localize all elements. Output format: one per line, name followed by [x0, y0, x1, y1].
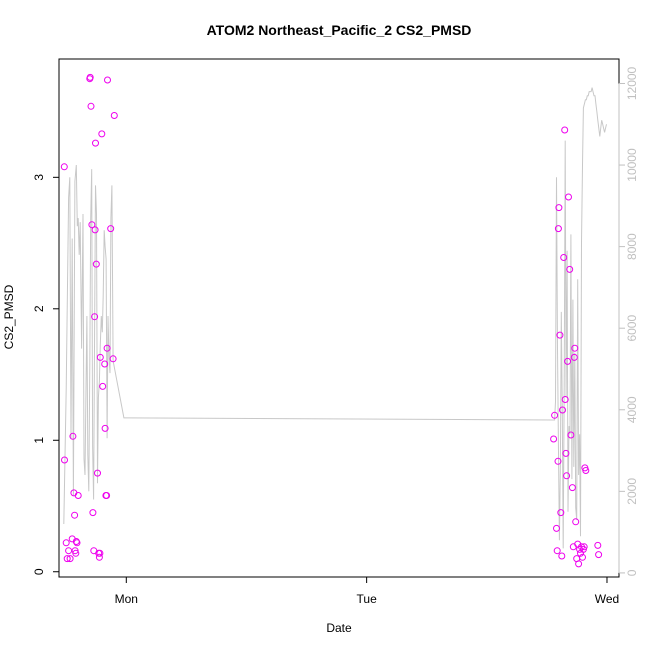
data-point [73, 539, 81, 547]
data-point [582, 467, 590, 474]
y-right-tick-label: 8000 [625, 233, 639, 260]
data-point [561, 396, 569, 403]
data-point [109, 355, 117, 363]
data-point [63, 555, 71, 563]
x-tick-label: Mon [115, 592, 138, 606]
line-layer [63, 87, 607, 549]
y-tick-label: 0 [32, 568, 46, 575]
data-point [556, 331, 564, 339]
data-point [91, 313, 99, 321]
data-point [564, 357, 572, 365]
data-point [568, 484, 576, 492]
data-point [74, 492, 82, 499]
data-point [110, 112, 118, 119]
data-point [554, 457, 562, 465]
data-point [69, 432, 77, 440]
data-point [103, 344, 111, 352]
y-axis-right: 0 2000 4000 6000 8000 10000 12000 [618, 66, 639, 576]
y-axis-left: 0 1 2 3 [32, 174, 59, 575]
data-point [566, 265, 574, 273]
data-point [87, 102, 95, 110]
y-axis-label: CS2_PMSD [2, 284, 16, 349]
data-point [569, 543, 577, 551]
data-point [104, 76, 111, 84]
data-point [558, 552, 566, 560]
data-point [101, 360, 109, 368]
data-point [553, 524, 560, 532]
y-tick-label: 2 [32, 305, 46, 312]
data-point [594, 541, 602, 549]
data-point [571, 344, 579, 352]
data-point [66, 555, 74, 563]
y-right-tick-label: 4000 [625, 396, 639, 423]
x-axis-label: Date [326, 621, 352, 635]
data-point [107, 225, 115, 233]
data-point [89, 509, 97, 517]
y-right-tick-label: 2000 [625, 478, 639, 505]
points-layer [60, 73, 603, 568]
data-point [580, 543, 588, 551]
data-point [575, 560, 583, 568]
data-point [96, 353, 104, 361]
data-point [555, 204, 563, 212]
x-tick-label: Wed [595, 592, 619, 606]
y-right-tick-label: 0 [625, 569, 639, 576]
data-point [98, 130, 106, 138]
data-point [567, 431, 575, 439]
data-point [550, 435, 558, 443]
data-point [553, 547, 561, 555]
data-point [579, 553, 586, 561]
data-point [570, 353, 578, 361]
data-point [562, 449, 570, 457]
data-point [62, 539, 70, 547]
series-line [63, 87, 607, 549]
chart-title: ATOM2 Northeast_Pacific_2 CS2_PMSD [207, 22, 472, 38]
data-point [71, 511, 79, 519]
data-point [565, 193, 572, 201]
x-tick-label: Tue [357, 592, 378, 606]
y-tick-label: 1 [32, 437, 46, 444]
data-point [101, 424, 109, 432]
data-point [103, 492, 111, 499]
data-point [572, 518, 580, 526]
data-point [88, 221, 96, 229]
data-point [94, 469, 101, 477]
data-point [92, 260, 100, 268]
data-point [92, 139, 99, 147]
plot-frame [58, 58, 620, 578]
data-point [561, 126, 569, 134]
data-point [551, 411, 559, 419]
data-point [99, 382, 107, 390]
data-point [554, 225, 562, 233]
data-point [557, 509, 565, 517]
y-right-tick-label: 12000 [625, 66, 639, 100]
data-point [559, 406, 566, 414]
data-point [86, 73, 94, 81]
y-right-tick-label: 10000 [625, 148, 639, 182]
data-point [560, 254, 568, 261]
y-right-tick-label: 6000 [625, 315, 639, 342]
data-point [96, 549, 104, 557]
data-point [595, 551, 603, 559]
y-tick-label: 3 [32, 174, 46, 181]
data-point [61, 456, 68, 464]
data-point [65, 547, 73, 555]
data-point [563, 472, 571, 480]
data-point [72, 549, 80, 557]
data-point [95, 553, 103, 561]
data-point [60, 163, 68, 171]
x-axis: Mon Tue Wed [115, 577, 619, 606]
data-point [91, 226, 99, 234]
